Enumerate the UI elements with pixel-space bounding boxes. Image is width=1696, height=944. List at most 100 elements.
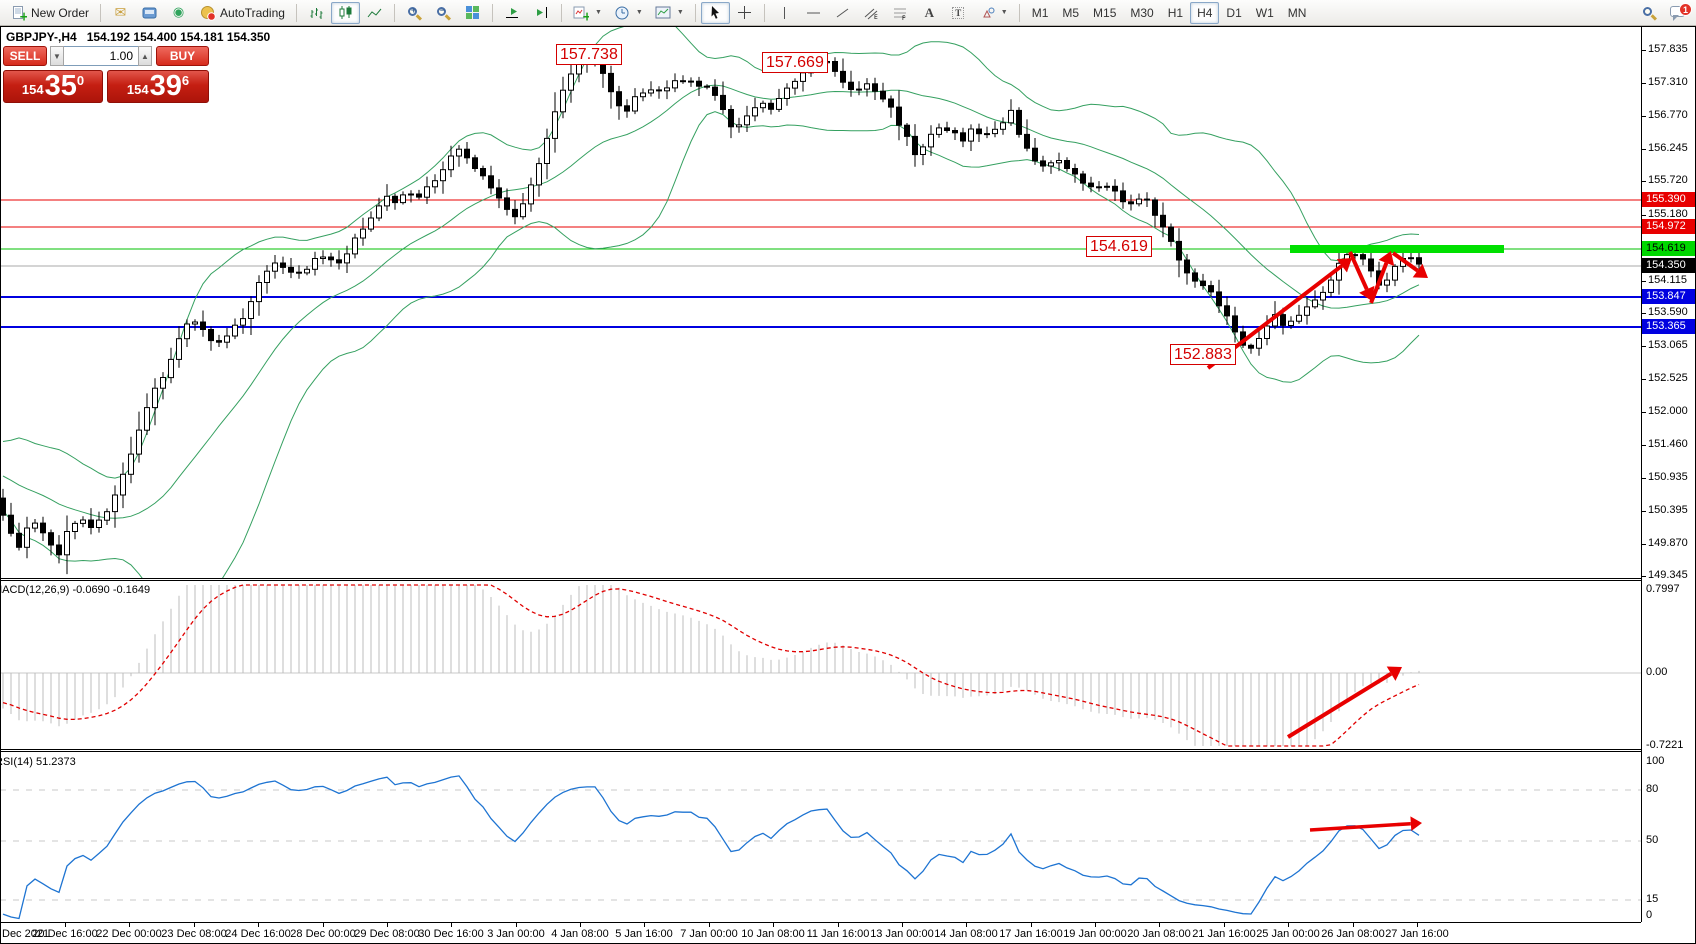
text-label-button[interactable]: T (944, 2, 973, 24)
time-axis-label: 17 Jan 16:00 (999, 928, 1063, 940)
dropdown-caret-icon[interactable]: ▼ (676, 9, 684, 16)
price-axis-label: 157.310 (1648, 76, 1688, 88)
time-tick-mark (580, 923, 581, 927)
notifications-button[interactable]: 1 (1663, 2, 1692, 24)
zoom-out-button[interactable]: − (429, 2, 458, 24)
dropdown-caret-icon[interactable]: ▼ (635, 9, 643, 16)
price-axis-label: 156.770 (1648, 109, 1688, 121)
auto-scroll-button[interactable] (498, 2, 527, 24)
sell-button[interactable]: SELL (3, 46, 47, 66)
new-order-button[interactable]: + New Order (4, 2, 95, 24)
timeframe-button-mn[interactable]: MN (1287, 5, 1307, 20)
macd-panel-canvas[interactable] (0, 581, 1641, 748)
bar-chart-button[interactable] (302, 2, 331, 24)
toolbar-separator (100, 3, 102, 22)
timeframe-button-m1[interactable]: M1 (1031, 5, 1049, 20)
timeframe-button-m15[interactable]: M15 (1093, 5, 1117, 20)
trendline-button[interactable] (828, 2, 857, 24)
volume-value[interactable]: 1.00 (64, 46, 138, 66)
text-button[interactable]: A (915, 2, 944, 24)
toolbar-separator (393, 3, 395, 22)
timeframe-button-d1[interactable]: D1 (1226, 5, 1242, 20)
chat-icon: 1 (1669, 2, 1692, 21)
toolbar-separator (763, 3, 765, 22)
macd-signal-line (2, 584, 1420, 747)
templates-button[interactable]: ▼ (649, 2, 690, 24)
sell-price-button[interactable]: 154 35 0 (3, 70, 103, 103)
price-annotation[interactable]: 157.738 (556, 44, 622, 65)
svg-text:E: E (874, 14, 878, 20)
vertical-line-button[interactable] (770, 2, 799, 24)
time-axis-label: 19 Jan 00:00 (1063, 928, 1127, 940)
price-axis-label: 149.345 (1648, 569, 1688, 581)
search-button[interactable] (1634, 2, 1663, 24)
crosshair-icon (736, 5, 753, 21)
volume-decrease-button[interactable]: ▼ (50, 46, 64, 66)
price-annotation[interactable]: 152.883 (1170, 344, 1236, 365)
price-axis-badge: 153.847 (1642, 289, 1696, 304)
terminal-icon[interactable] (135, 2, 164, 24)
volume-increase-button[interactable]: ▲ (138, 46, 152, 66)
periods-button[interactable]: ▼ (608, 2, 649, 24)
rsi-panel-canvas[interactable] (0, 752, 1641, 922)
toolbar-separator (1018, 3, 1020, 22)
zoom-in-button[interactable]: + (400, 2, 429, 24)
timeframe-button-w1[interactable]: W1 (1255, 5, 1274, 20)
price-axis-label: 150.935 (1648, 471, 1688, 483)
indicators-button[interactable]: + ▼ (567, 2, 608, 24)
price-axis-line (1641, 27, 1642, 922)
horizontal-line-button[interactable] (799, 2, 828, 24)
price-axis-label: 155.720 (1648, 174, 1688, 186)
time-axis-label: 14 Jan 08:00 (934, 928, 998, 940)
svg-text:F: F (902, 15, 906, 20)
autotrading-button[interactable]: AutoTrading (193, 2, 291, 24)
tile-windows-button[interactable] (458, 2, 487, 24)
price-annotation[interactable]: 154.619 (1086, 236, 1152, 257)
zoom-out-icon: − (435, 5, 452, 21)
panel-splitter[interactable] (0, 751, 1641, 752)
volume-stepper[interactable]: ▼ 1.00 ▲ (50, 46, 152, 66)
svg-text:+: + (582, 9, 589, 21)
timeframe-button-m5[interactable]: M5 (1062, 5, 1080, 20)
chart-shift-button[interactable] (527, 2, 556, 24)
panel-splitter[interactable] (0, 580, 1641, 581)
price-axis-label: 153.065 (1648, 339, 1688, 351)
timeframe-button-h1[interactable]: H1 (1167, 5, 1184, 20)
arrows-button[interactable]: ▼ (973, 2, 1014, 24)
dropdown-caret-icon[interactable]: ▼ (594, 9, 602, 16)
chart-ohlc: 154.192 154.400 154.181 154.350 (86, 30, 271, 44)
time-axis-label: 13 Jan 00:00 (870, 928, 934, 940)
panel-splitter[interactable] (0, 749, 1641, 750)
panel-splitter[interactable] (0, 578, 1641, 579)
time-tick-mark (644, 923, 645, 927)
line-chart-button[interactable] (360, 2, 389, 24)
rsi-arrow (1309, 816, 1422, 832)
price-tick-mark (1641, 412, 1646, 413)
signals-icon[interactable]: ◉ (164, 2, 193, 24)
timeframe-button-h4[interactable]: H4 (1190, 1, 1220, 24)
candlestick-button[interactable] (330, 1, 360, 24)
crosshair-button[interactable] (730, 2, 759, 24)
timeframe-button-m30[interactable]: M30 (1130, 5, 1154, 20)
time-axis-label: 21 Jan 16:00 (1192, 928, 1256, 940)
bollinger-bands (2, 27, 1420, 578)
cursor-button[interactable] (700, 1, 730, 24)
toolbar-separator (295, 3, 297, 22)
macd-arrow (1286, 666, 1402, 739)
main-chart-canvas[interactable] (0, 27, 1641, 578)
rsi-label: RSI(14) 51.2373 (0, 756, 76, 768)
channel-button[interactable]: E (857, 2, 886, 24)
time-axis-label: 24 Dec 16:00 (225, 928, 291, 940)
dropdown-caret-icon[interactable]: ▼ (1000, 9, 1008, 16)
news-icon[interactable]: ✉ (106, 2, 135, 24)
time-tick-mark (966, 923, 967, 927)
price-axis-label: 149.870 (1648, 537, 1688, 549)
signals-icon: ◉ (172, 4, 185, 20)
buy-button[interactable]: BUY (156, 46, 209, 66)
fibonacci-button[interactable]: F (886, 2, 915, 24)
time-tick-mark (516, 923, 517, 927)
price-annotation[interactable]: 157.669 (762, 52, 828, 73)
buy-price-button[interactable]: 154 39 6 (107, 70, 209, 103)
price-tick-mark (1641, 215, 1646, 216)
